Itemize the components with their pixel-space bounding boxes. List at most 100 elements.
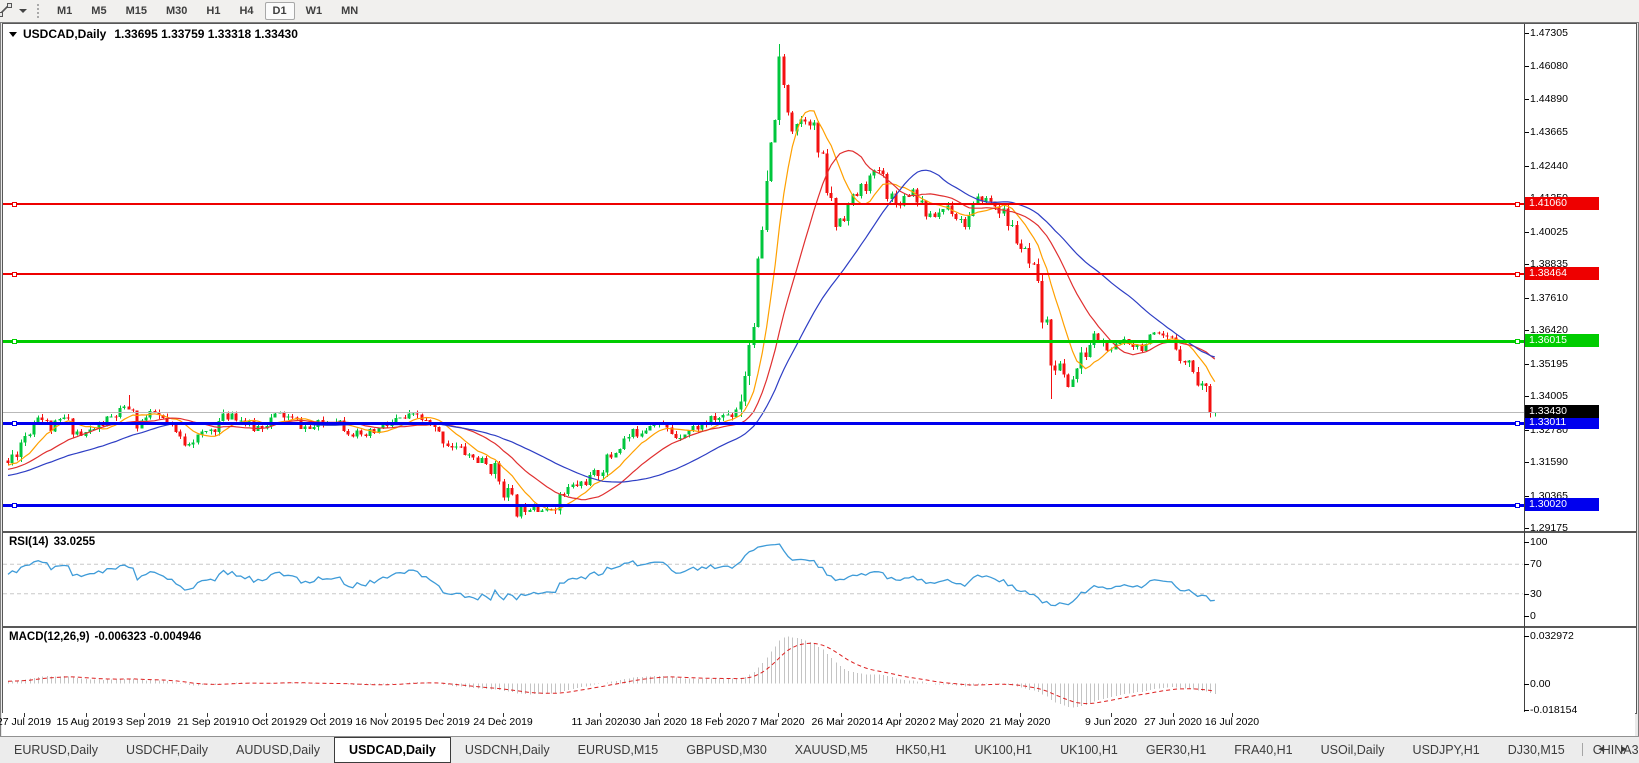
rsi-axis-tick <box>1524 564 1529 565</box>
y-axis-tick-label: 1.35195 <box>1530 358 1568 370</box>
chart-tab-AUDUSD-Daily[interactable]: AUDUSD,Daily <box>236 743 321 757</box>
macd-values: -0.006323 -0.004946 <box>94 631 202 643</box>
x-axis-tick <box>900 713 901 717</box>
chart-tab-UK100-H1[interactable]: UK100,H1 <box>1060 743 1118 757</box>
y-axis-tick <box>1524 66 1529 67</box>
chart-title: USDCAD,Daily 1.33695 1.33759 1.33318 1.3… <box>9 27 298 41</box>
collapse-triangle-icon[interactable] <box>9 31 17 37</box>
chart-tab-DJ30-M15[interactable]: DJ30,M15 <box>1507 743 1565 757</box>
chart-tab-USOil-Daily[interactable]: USOil,Daily <box>1320 743 1385 757</box>
axis-separator <box>1524 24 1525 712</box>
line-handle[interactable] <box>1515 421 1520 426</box>
timeframe-button-M15[interactable]: M15 <box>125 5 147 17</box>
x-axis-tick <box>778 713 779 717</box>
macd-name: MACD(12,26,9) <box>9 631 90 643</box>
timeframe-buttons: M1 M5 M15 M30 H1 H4 D1 W1 MN <box>49 2 369 20</box>
chart-tab-USDCHF-Daily[interactable]: USDCHF,Daily <box>126 743 208 757</box>
date-label: 7 Mar 2020 <box>751 716 805 728</box>
trendline-tool-icon[interactable] <box>0 3 14 19</box>
y-axis-tick <box>1524 232 1529 233</box>
line-handle[interactable] <box>12 339 17 344</box>
chart-tab-UK100-H1[interactable]: UK100,H1 <box>974 743 1033 757</box>
date-label: 3 Sep 2019 <box>117 716 171 728</box>
chart-tab-USDCNH-Daily[interactable]: USDCNH,Daily <box>464 743 550 757</box>
tool-dropdown-caret-icon[interactable] <box>19 9 27 13</box>
date-label: 24 Dec 2019 <box>473 716 533 728</box>
date-label: 21 May 2020 <box>989 716 1051 728</box>
rsi-axis-label: 0 <box>1530 610 1536 622</box>
price-level-label: 1.36015 <box>1525 334 1599 347</box>
price-level-label: 1.30020 <box>1525 498 1599 511</box>
chart-tab-EURUSD-Daily[interactable]: EURUSD,Daily <box>14 743 99 757</box>
chart-symbol: USDCAD,Daily <box>23 27 107 41</box>
rsi-axis-tick <box>1524 594 1529 595</box>
timeframe-button-H1[interactable]: H1 <box>206 5 221 17</box>
line-handle[interactable] <box>1515 202 1520 207</box>
y-axis-tick <box>1524 298 1529 299</box>
timeframe-button-M30[interactable]: M30 <box>165 5 188 17</box>
y-axis-tick-label: 1.34005 <box>1530 390 1568 402</box>
horizontal-line-1.33011[interactable] <box>3 422 1524 425</box>
chart-tab-XAUUSD-M5[interactable]: XAUUSD,M5 <box>794 743 868 757</box>
rsi-axis-tick <box>1524 616 1529 617</box>
tabs-scroll-left-button[interactable]: ◄ <box>1596 744 1607 755</box>
horizontal-line-1.38464[interactable] <box>3 273 1524 275</box>
macd-indicator-label: MACD(12,26,9) -0.006323 -0.004946 <box>9 631 206 643</box>
rsi-name: RSI(14) <box>9 536 49 548</box>
chart-tab-GBPUSD-M30[interactable]: GBPUSD,M30 <box>686 743 767 757</box>
chart-tab-FRA40-H1[interactable]: FRA40,H1 <box>1234 743 1293 757</box>
horizontal-line-1.41060[interactable] <box>3 203 1524 205</box>
chart-tab-EURUSD-M15[interactable]: EURUSD,M15 <box>577 743 659 757</box>
line-handle[interactable] <box>12 421 17 426</box>
chart-tab-GER30-H1[interactable]: GER30,H1 <box>1145 743 1207 757</box>
y-axis-tick <box>1524 364 1529 365</box>
x-axis-tick <box>720 713 721 717</box>
date-label: 5 Dec 2019 <box>416 716 470 728</box>
timeframe-button-M5[interactable]: M5 <box>91 5 107 17</box>
x-axis-tick <box>266 713 267 717</box>
horizontal-line-1.30020[interactable] <box>3 504 1524 507</box>
macd-axis-label: 0.00 <box>1530 678 1551 690</box>
macd-axis-label: 0.032972 <box>1530 630 1574 642</box>
date-label: 10 Oct 2019 <box>237 716 295 728</box>
chart-tab-USDJPY-H1[interactable]: USDJPY,H1 <box>1412 743 1480 757</box>
y-axis-tick-label: 1.36420 <box>1530 324 1568 336</box>
tab-scroll-nav: ◄ ► <box>1582 736 1629 763</box>
line-handle[interactable] <box>1515 339 1520 344</box>
date-label: 14 Apr 2020 <box>871 716 929 728</box>
rsi-indicator-label: RSI(14) 33.0255 <box>9 536 100 548</box>
line-handle[interactable] <box>1515 503 1520 508</box>
x-axis-tick <box>24 713 25 717</box>
timeframe-button-M1[interactable]: M1 <box>57 5 73 17</box>
rsi-axis-label: 100 <box>1530 536 1548 548</box>
line-handle[interactable] <box>12 272 17 277</box>
price-panel <box>2 23 1637 532</box>
macd-axis-tick <box>1524 636 1529 637</box>
current-price-line <box>3 412 1524 413</box>
date-label: 11 Jan 2020 <box>571 716 629 728</box>
timeframe-button-D1[interactable]: D1 <box>264 2 295 20</box>
x-axis-tick <box>144 713 145 717</box>
rsi-axis-tick <box>1524 542 1529 543</box>
timeframe-button-MN[interactable]: MN <box>341 5 359 17</box>
rsi-axis-label: 30 <box>1530 588 1542 600</box>
x-axis-tick <box>385 713 386 717</box>
chart-tab-HK50-H1[interactable]: HK50,H1 <box>895 743 947 757</box>
chart-tab-CHINA300-H4[interactable]: CHINA300,H4 <box>1592 743 1639 757</box>
x-axis-tick <box>503 713 504 717</box>
y-axis-tick-label: 1.29175 <box>1530 522 1568 534</box>
horizontal-line-1.36015[interactable] <box>3 340 1524 343</box>
timeframe-button-W1[interactable]: W1 <box>305 5 323 17</box>
y-axis-tick-label: 1.37610 <box>1530 292 1568 304</box>
line-handle[interactable] <box>12 503 17 508</box>
line-handle[interactable] <box>1515 272 1520 277</box>
timeframe-button-H4[interactable]: H4 <box>239 5 254 17</box>
y-axis-tick-label: 1.44890 <box>1530 93 1568 105</box>
line-handle[interactable] <box>12 202 17 207</box>
chart-tab-USDCAD-Daily[interactable]: USDCAD,Daily <box>334 737 451 763</box>
toolbar-grip[interactable] <box>37 4 39 18</box>
date-label: 15 Aug 2019 <box>56 716 116 728</box>
tabnav-separator <box>1582 743 1584 756</box>
y-axis-tick <box>1524 330 1529 331</box>
tabs-scroll-right-button[interactable]: ► <box>1619 744 1629 755</box>
